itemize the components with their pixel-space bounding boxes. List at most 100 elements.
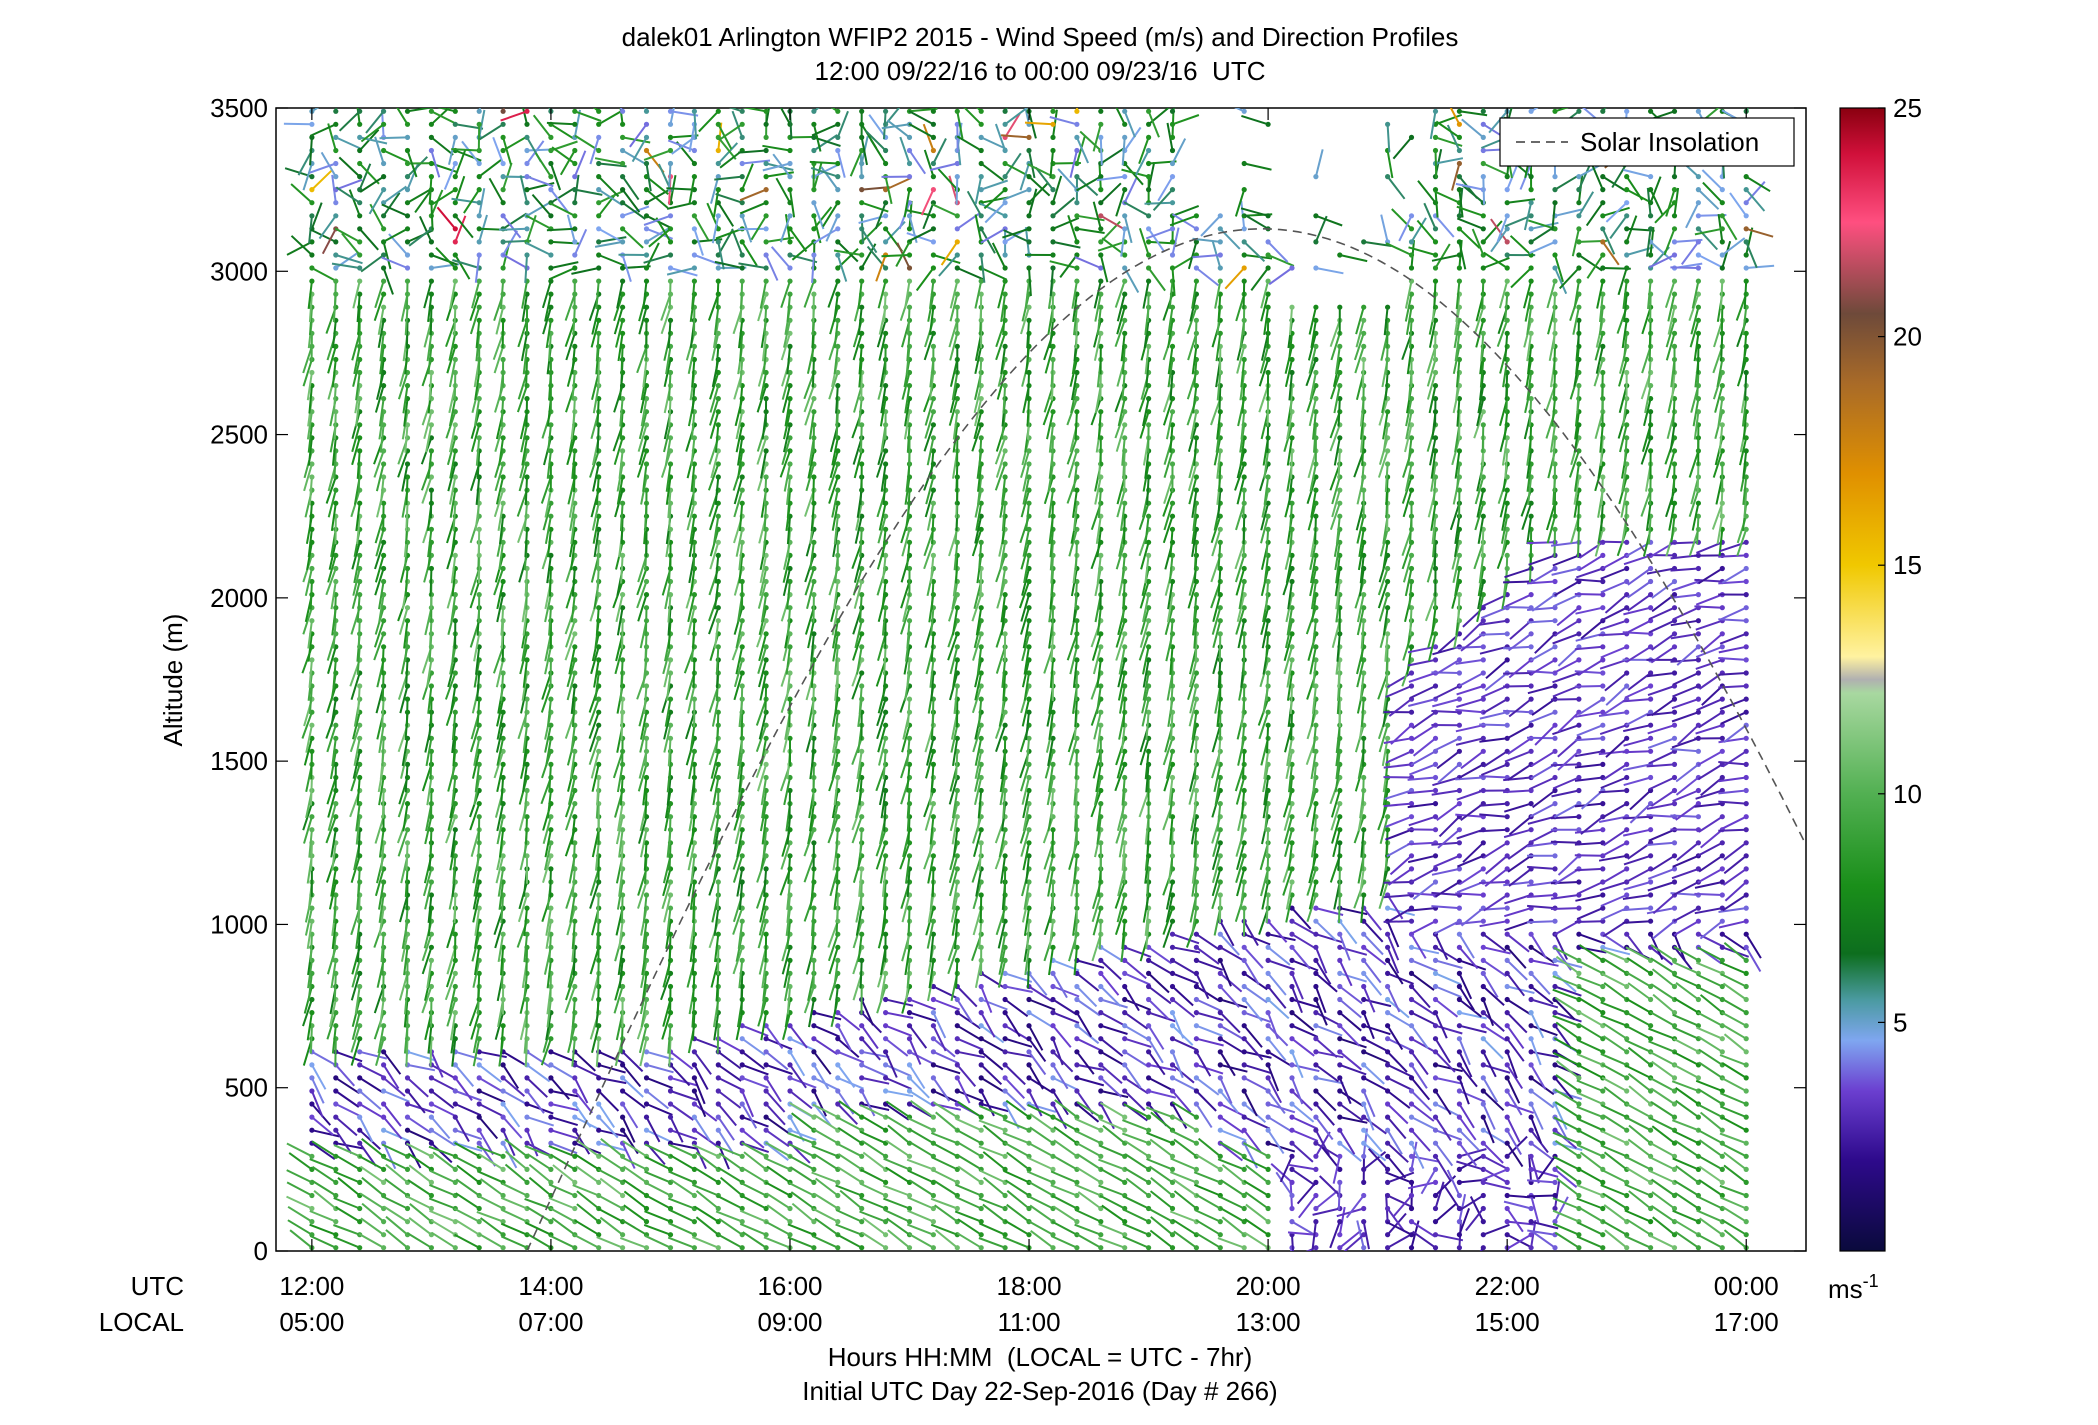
wind-barb-dot: [357, 1010, 363, 1016]
wind-barb-dot: [811, 539, 817, 545]
wind-barb-dot: [906, 1049, 913, 1055]
wind-barb-dot: [333, 892, 339, 898]
wind-barb-dot: [883, 996, 889, 1003]
wind-barb: [883, 646, 887, 675]
wind-barb-dot: [500, 396, 506, 402]
wind-barb-dot: [906, 383, 913, 389]
wind-barb: [356, 516, 361, 545]
wind-barb-dot: [572, 213, 578, 219]
wind-barb-dot: [428, 252, 434, 258]
wind-barb: [311, 1165, 337, 1184]
wind-barb: [361, 1202, 385, 1223]
wind-barb: [351, 581, 361, 609]
wind-barb-dot: [500, 108, 506, 114]
wind-barb: [407, 1050, 435, 1062]
wind-barb: [335, 1103, 362, 1118]
wind-barb-dot: [620, 1245, 626, 1251]
wind-barb-dot: [763, 1114, 769, 1120]
wind-barb-dot: [667, 108, 674, 114]
wind-barb-dot: [404, 1166, 411, 1172]
wind-barb-dot: [524, 147, 530, 154]
wind-barb-dot: [715, 1088, 721, 1094]
wind-barb: [332, 320, 337, 349]
wind-barb-dot: [596, 200, 602, 206]
wind-barb: [385, 1163, 409, 1184]
wind-barb: [406, 1232, 432, 1249]
wind-barb: [404, 908, 409, 937]
wind-barb-dot: [954, 343, 960, 349]
wind-barb-dot: [930, 552, 937, 559]
wind-barb: [427, 450, 433, 479]
wind-barb-dot: [428, 291, 434, 297]
wind-barb: [406, 1077, 429, 1098]
wind-barb-dot: [620, 226, 626, 232]
wind-barb-dot: [978, 1179, 984, 1185]
wind-barb-dot: [954, 866, 960, 872]
wind-barb: [430, 1142, 453, 1164]
wind-barb-dot: [500, 761, 506, 768]
wind-barb-dot: [930, 396, 937, 402]
wind-barb: [337, 1177, 361, 1197]
wind-barb-dot: [333, 383, 339, 389]
wind-barb-dot: [357, 448, 363, 454]
wind-barb: [425, 738, 433, 767]
wind-barb: [620, 699, 624, 728]
wind-barb-dot: [404, 383, 411, 389]
wind-barb: [357, 894, 361, 924]
wind-barb: [333, 281, 337, 310]
wind-barb: [373, 450, 385, 478]
wind-barb-dot: [906, 853, 913, 859]
wind-barb-dot: [787, 383, 793, 389]
wind-barb-dot: [954, 1023, 960, 1029]
wind-barb: [383, 1129, 410, 1143]
wind-barb: [403, 999, 409, 1028]
wind-barb-dot: [691, 1153, 698, 1159]
wind-barb-dot: [404, 618, 411, 624]
wind-barb-dot: [596, 134, 602, 140]
wind-barb-dot: [763, 200, 769, 206]
wind-barb-dot: [428, 160, 434, 167]
wind-barb-dot: [691, 278, 698, 284]
wind-barb-dot: [548, 1101, 554, 1107]
wind-barb-dot: [811, 291, 817, 297]
wind-barb: [331, 359, 337, 388]
wind-barb: [430, 1077, 457, 1092]
wind-barb-dot: [333, 1114, 339, 1120]
wind-barb: [335, 1064, 356, 1087]
wind-barb-dot: [643, 461, 650, 467]
wind-barb-dot: [643, 1127, 650, 1133]
wind-barb-dot: [906, 1245, 913, 1251]
wind-barb-dot: [883, 291, 889, 297]
wind-barb-dot: [859, 866, 865, 872]
wind-barb-dot: [357, 1036, 363, 1042]
wind-barb-dot: [452, 1062, 458, 1068]
wind-barb: [451, 568, 457, 597]
wind-barb: [351, 960, 361, 988]
wind-barb: [811, 359, 815, 388]
wind-barb-dot: [596, 657, 602, 663]
wind-barb: [356, 646, 361, 675]
wind-barb-dot: [309, 1153, 315, 1159]
wind-barb: [449, 476, 457, 505]
wind-barb-dot: [643, 213, 650, 219]
wind-barb-dot: [620, 200, 626, 206]
wind-barb-dot: [357, 1101, 363, 1107]
wind-barb-dot: [691, 1179, 698, 1185]
wind-barb-dot: [811, 474, 817, 480]
wind-barb: [431, 1231, 456, 1249]
wind-barb-dot: [452, 709, 458, 715]
wind-barb-dot: [715, 1062, 721, 1068]
wind-barb: [907, 307, 911, 336]
wind-barb-dot: [333, 252, 339, 258]
wind-barb-dot: [381, 1101, 387, 1107]
wind-barb-dot: [715, 422, 721, 428]
wind-barb-dot: [978, 1153, 984, 1159]
wind-barb-dot: [452, 265, 458, 271]
wind-barb: [378, 594, 385, 623]
wind-barb: [380, 934, 385, 963]
wind-barb: [955, 751, 959, 780]
wind-barb-dot: [787, 1062, 793, 1068]
wind-barb-dot: [548, 252, 554, 258]
wind-barb-dot: [978, 1062, 984, 1068]
wind-barb-dot: [404, 1114, 411, 1120]
